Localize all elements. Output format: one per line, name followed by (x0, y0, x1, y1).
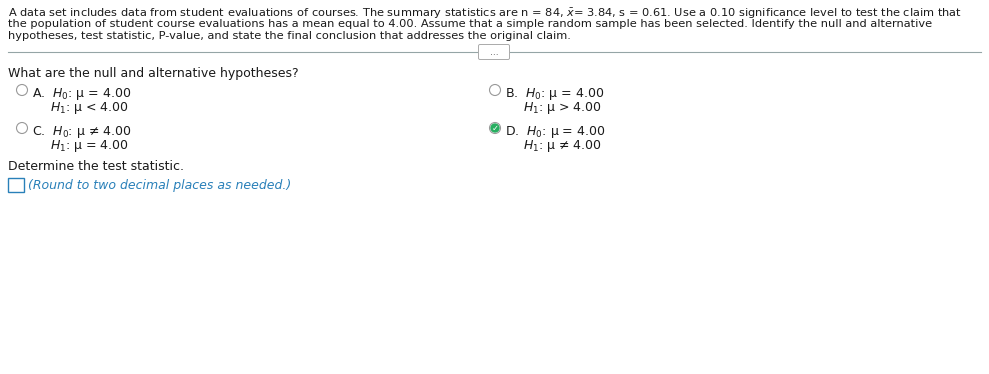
Circle shape (490, 123, 500, 134)
Text: (Round to two decimal places as needed.): (Round to two decimal places as needed.) (28, 179, 291, 192)
Bar (8, 178, 24, 192)
Text: $H_1$: μ < 4.00: $H_1$: μ < 4.00 (50, 100, 129, 116)
Text: C.  $H_0$: μ ≠ 4.00: C. $H_0$: μ ≠ 4.00 (32, 124, 132, 140)
Text: ...: ... (490, 47, 498, 56)
Circle shape (490, 85, 500, 95)
Text: B.  $H_0$: μ = 4.00: B. $H_0$: μ = 4.00 (505, 86, 604, 102)
Text: ✓: ✓ (492, 123, 498, 132)
Circle shape (491, 123, 499, 133)
Text: Determine the test statistic.: Determine the test statistic. (8, 160, 184, 173)
Circle shape (17, 123, 28, 134)
Text: $H_1$: μ ≠ 4.00: $H_1$: μ ≠ 4.00 (523, 138, 602, 154)
Text: A.  $H_0$: μ = 4.00: A. $H_0$: μ = 4.00 (32, 86, 132, 102)
FancyBboxPatch shape (479, 45, 509, 59)
Text: $H_1$: μ > 4.00: $H_1$: μ > 4.00 (523, 100, 602, 116)
Text: What are the null and alternative hypotheses?: What are the null and alternative hypoth… (8, 67, 299, 80)
Text: hypotheses, test statistic, P-value, and state the final conclusion that address: hypotheses, test statistic, P-value, and… (8, 31, 571, 41)
Text: the population of student course evaluations has a mean equal to 4.00. Assume th: the population of student course evaluat… (8, 19, 932, 29)
Text: D.  $H_0$: μ = 4.00: D. $H_0$: μ = 4.00 (505, 124, 605, 140)
Circle shape (17, 85, 28, 95)
Text: $H_1$: μ = 4.00: $H_1$: μ = 4.00 (50, 138, 129, 154)
Text: A data set includes data from student evaluations of courses. The summary statis: A data set includes data from student ev… (8, 7, 962, 21)
